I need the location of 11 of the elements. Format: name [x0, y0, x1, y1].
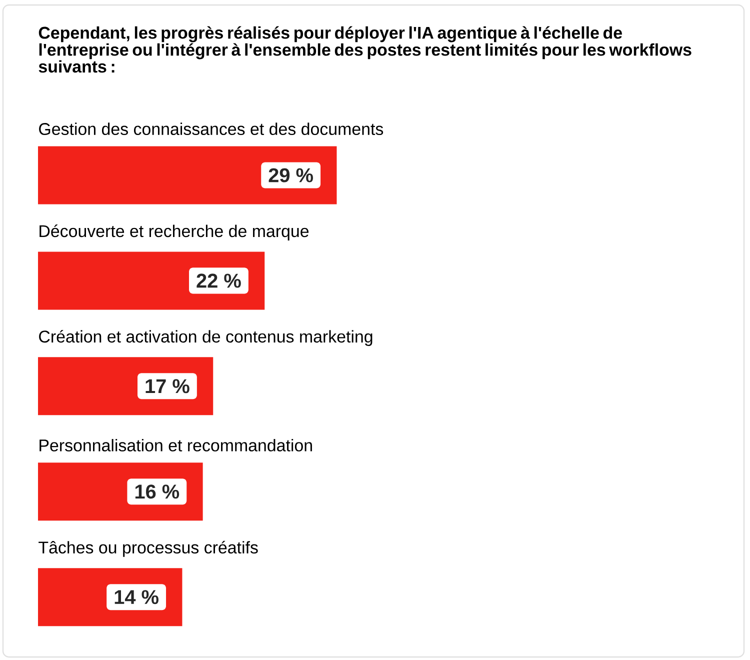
y-tick-label: Gestion des connaissances et des documents [39, 122, 384, 136]
data-label: 14 % [114, 590, 158, 604]
y-tick-label: Création et activation de contenus marketing [39, 330, 372, 346]
chart-title: Cependant, les progrès réalisés pour déployer l'IA agentique à l'échelle de l'entreprise ou l'intégrer à l'ensemble des postes restent limités pour les workflows suivants : [38, 26, 692, 73]
y-tick-label: Tâches ou processus créatifs [38, 540, 258, 557]
data-label: 17 % [146, 379, 190, 394]
data-label: 22 % [196, 274, 241, 288]
data-label: 16 % [135, 484, 180, 499]
y-tick-label: Découverte et recherche de marque [40, 224, 309, 241]
data-label: 29 % [268, 168, 313, 182]
y-tick-label: Personnalisation et recommandation [40, 438, 312, 452]
